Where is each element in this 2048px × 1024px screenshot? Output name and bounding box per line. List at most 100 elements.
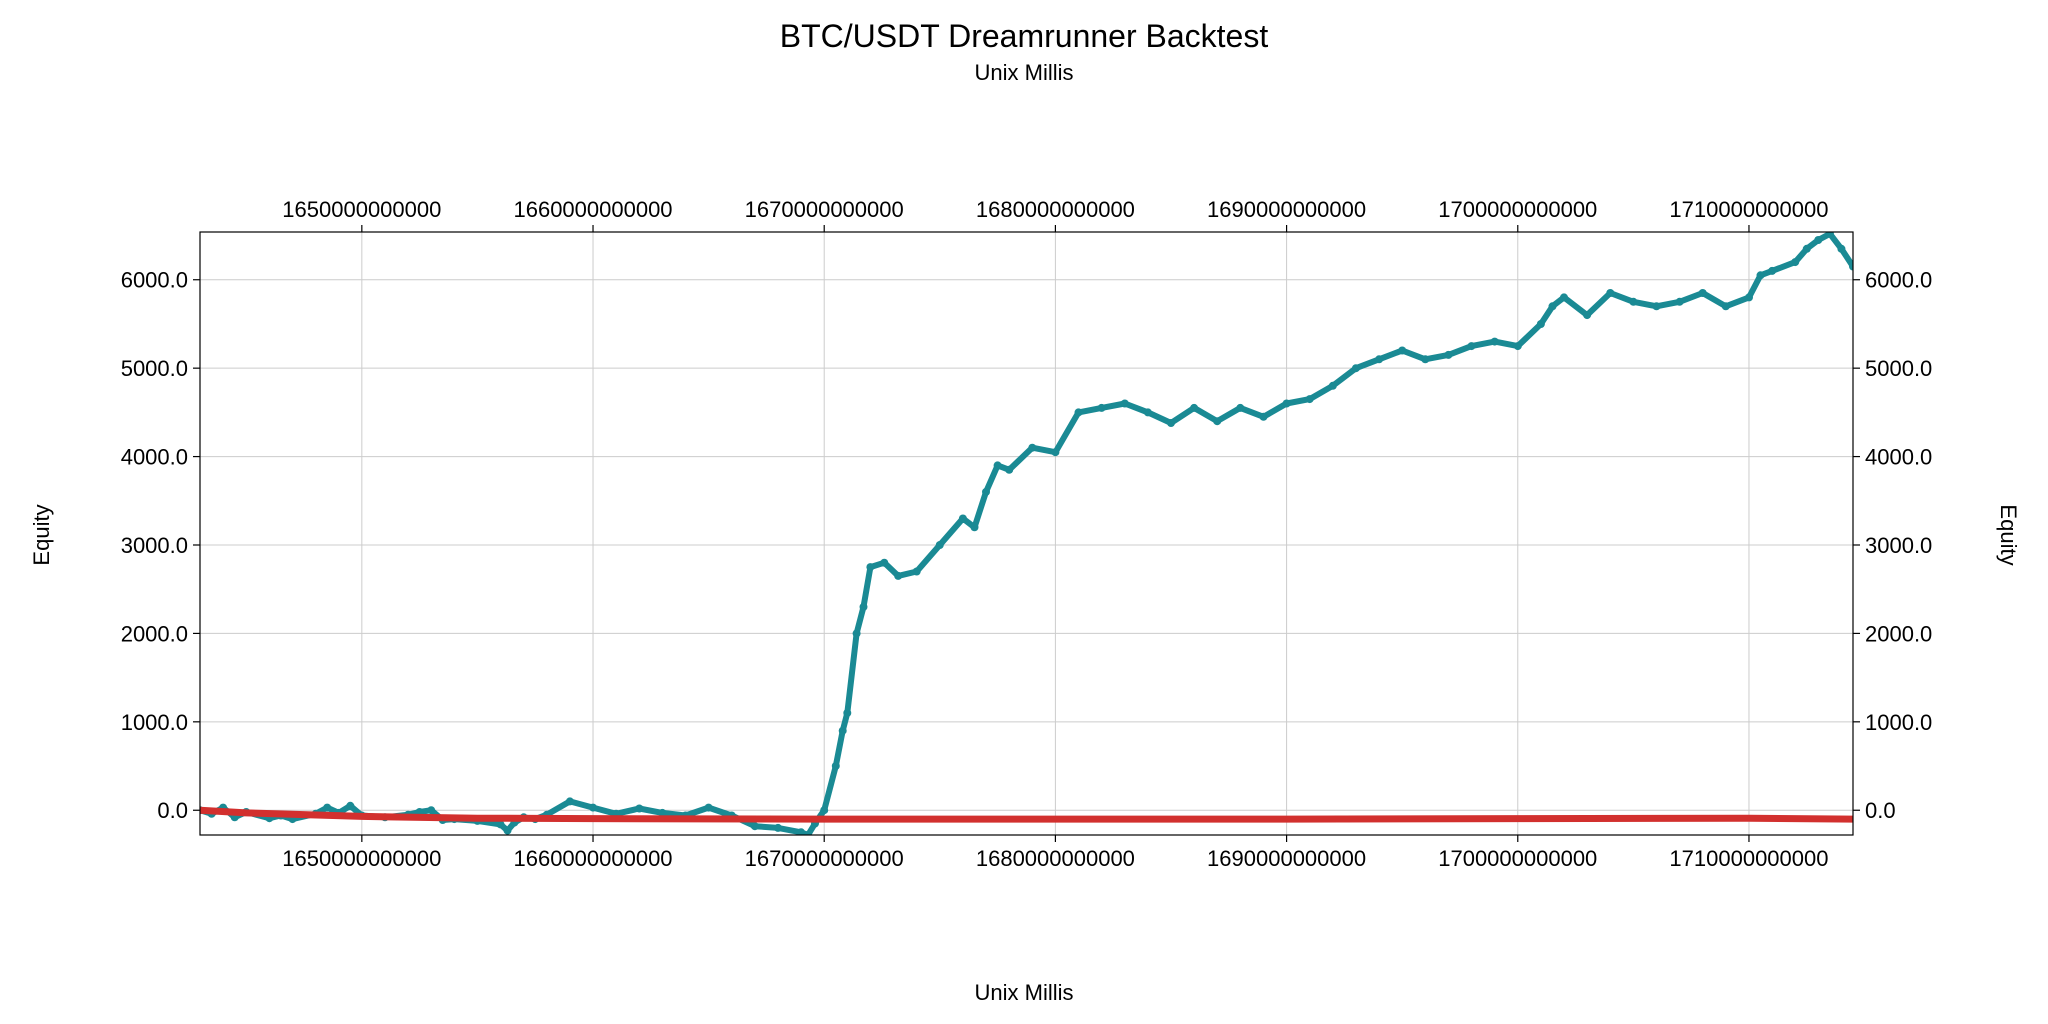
x-tick-label-bottom: 1680000000000 — [976, 846, 1135, 871]
x-tick-label-bottom: 1690000000000 — [1207, 846, 1366, 871]
equity-point — [704, 803, 713, 812]
x-tick-label-bottom: 1660000000000 — [513, 846, 672, 871]
equity-point — [323, 803, 332, 812]
x-tick-label-top: 1690000000000 — [1207, 197, 1366, 222]
x-tick-label-top: 1670000000000 — [745, 197, 904, 222]
equity-point — [1074, 408, 1083, 417]
equity-point — [1802, 244, 1811, 253]
equity-series-line — [200, 232, 1853, 835]
y-tick-label-right: 2000.0 — [1865, 621, 1932, 646]
equity-point — [958, 514, 967, 523]
y-tick-label-right: 6000.0 — [1865, 268, 1932, 293]
equity-point — [852, 629, 861, 638]
grid-layer — [200, 232, 1853, 835]
equity-point — [804, 831, 812, 835]
equity-point — [1328, 381, 1337, 390]
equity-point — [1351, 364, 1360, 373]
equity-point — [1652, 302, 1661, 311]
equity-point — [1745, 293, 1753, 302]
equity-point — [1849, 262, 1853, 271]
x-tick-label-top: 1700000000000 — [1438, 197, 1597, 222]
equity-point — [1097, 403, 1106, 412]
equity-point — [1837, 244, 1846, 253]
equity-point — [993, 461, 1002, 470]
equity-point — [589, 803, 597, 812]
equity-point — [1583, 311, 1592, 320]
y-tick-label-right: 5000.0 — [1865, 356, 1932, 381]
equity-point — [1698, 289, 1707, 297]
equity-point — [1143, 408, 1152, 417]
equity-point — [1560, 293, 1568, 302]
axis-layer: 1650000000000 1650000000000 1660000000000 1… — [121, 197, 1933, 871]
equity-point — [797, 828, 806, 835]
equity-point — [1236, 403, 1245, 412]
equity-point — [880, 558, 889, 567]
equity-point — [970, 523, 979, 532]
equity-point — [1028, 443, 1037, 452]
y-tick-label-right: 0.0 — [1865, 798, 1896, 823]
equity-point — [1398, 346, 1407, 355]
y-tick-label-left: 4000.0 — [121, 445, 188, 470]
x-tick-label-top: 1660000000000 — [513, 197, 672, 222]
equity-point — [1467, 342, 1476, 351]
x-axis-label-bottom: Unix Millis — [974, 980, 1074, 1005]
equity-point — [1005, 465, 1014, 474]
equity-point — [1259, 412, 1268, 421]
x-tick-label-top: 1680000000000 — [976, 197, 1135, 222]
x-tick-label-top: 1710000000000 — [1669, 197, 1828, 222]
equity-point — [1536, 320, 1545, 328]
equity-point — [894, 571, 903, 580]
x-tick-label-bottom: 1670000000000 — [745, 846, 904, 871]
equity-point — [843, 709, 852, 717]
equity-point — [1756, 271, 1765, 280]
y-tick-label-left: 6000.0 — [121, 268, 188, 293]
equity-point — [1421, 355, 1430, 364]
series-layer — [200, 232, 1853, 835]
y-tick-label-right: 1000.0 — [1865, 710, 1932, 735]
equity-point — [1629, 297, 1638, 306]
equity-point — [1548, 302, 1557, 311]
equity-point — [866, 563, 875, 572]
x-tick-label-bottom: 1700000000000 — [1438, 846, 1597, 871]
equity-point — [1675, 297, 1684, 306]
equity-point — [1167, 419, 1175, 427]
baseline-series-line — [200, 806, 1853, 823]
equity-point — [1513, 342, 1522, 351]
equity-point — [1768, 266, 1777, 275]
equity-point — [1721, 302, 1730, 311]
chart-title: BTC/USDT Dreamrunner Backtest — [779, 18, 1269, 54]
equity-point — [774, 823, 782, 832]
equity-point — [1375, 355, 1384, 364]
y-tick-label-left: 0.0 — [157, 798, 188, 823]
equity-point — [1490, 337, 1499, 346]
equity-point — [750, 822, 759, 831]
y-tick-label-right: 3000.0 — [1865, 533, 1932, 558]
equity-point — [346, 801, 355, 810]
equity-point — [1305, 395, 1314, 404]
equity-point — [912, 567, 921, 576]
equity-point — [1282, 399, 1291, 408]
equity-point — [982, 487, 990, 496]
equity-point — [1444, 350, 1453, 359]
y-tick-label-left: 2000.0 — [121, 621, 188, 646]
x-tick-label-top: 1650000000000 — [282, 197, 441, 222]
x-tick-label-bottom: 1650000000000 — [282, 846, 441, 871]
x-tick-label-bottom: 1710000000000 — [1669, 846, 1828, 871]
equity-point — [503, 826, 512, 835]
equity-point — [565, 797, 574, 806]
plot-frame — [199, 231, 1854, 836]
equity-point — [1825, 232, 1834, 238]
equity-point — [1051, 448, 1060, 457]
y-tick-label-left: 3000.0 — [121, 533, 188, 558]
equity-point — [427, 806, 436, 815]
equity-point — [1791, 258, 1800, 267]
equity-point — [1190, 403, 1199, 412]
equity-point — [1606, 289, 1615, 297]
equity-point — [820, 806, 829, 815]
equity-point — [635, 804, 644, 813]
equity-point — [859, 602, 868, 611]
equity-point — [496, 820, 505, 829]
y-tick-label-right: 4000.0 — [1865, 445, 1932, 470]
equity-point — [1213, 417, 1222, 426]
